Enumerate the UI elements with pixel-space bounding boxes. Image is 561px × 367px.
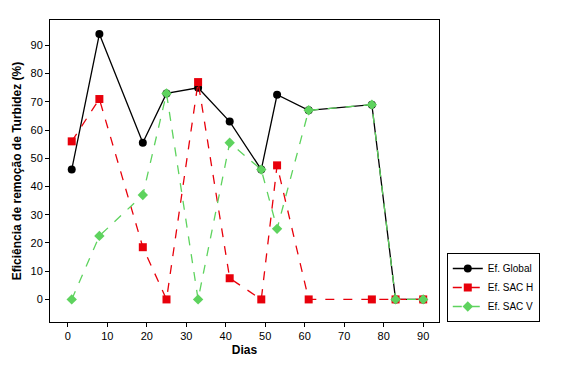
svg-text:40: 40 [220,330,232,342]
svg-text:50: 50 [31,152,43,164]
svg-text:60: 60 [299,330,311,342]
svg-text:Ef. SAC V: Ef. SAC V [488,301,533,312]
svg-text:10: 10 [101,330,113,342]
svg-text:30: 30 [31,209,43,221]
svg-text:Eficiência de remoção de Turbi: Eficiência de remoção de Turbidez (%) [10,62,24,281]
svg-text:40: 40 [31,180,43,192]
svg-text:50: 50 [259,330,271,342]
svg-text:Ef. SAC H: Ef. SAC H [488,282,534,293]
svg-text:Ef. Global: Ef. Global [488,263,532,274]
svg-text:60: 60 [31,124,43,136]
svg-text:90: 90 [417,330,429,342]
svg-text:0: 0 [65,330,71,342]
svg-text:20: 20 [141,330,153,342]
svg-text:80: 80 [378,330,390,342]
svg-text:0: 0 [37,293,43,305]
svg-text:70: 70 [338,330,350,342]
svg-text:90: 90 [31,39,43,51]
svg-text:80: 80 [31,67,43,79]
svg-text:70: 70 [31,96,43,108]
svg-text:20: 20 [31,237,43,249]
svg-text:Dias: Dias [232,343,258,357]
svg-text:10: 10 [31,265,43,277]
svg-text:30: 30 [180,330,192,342]
